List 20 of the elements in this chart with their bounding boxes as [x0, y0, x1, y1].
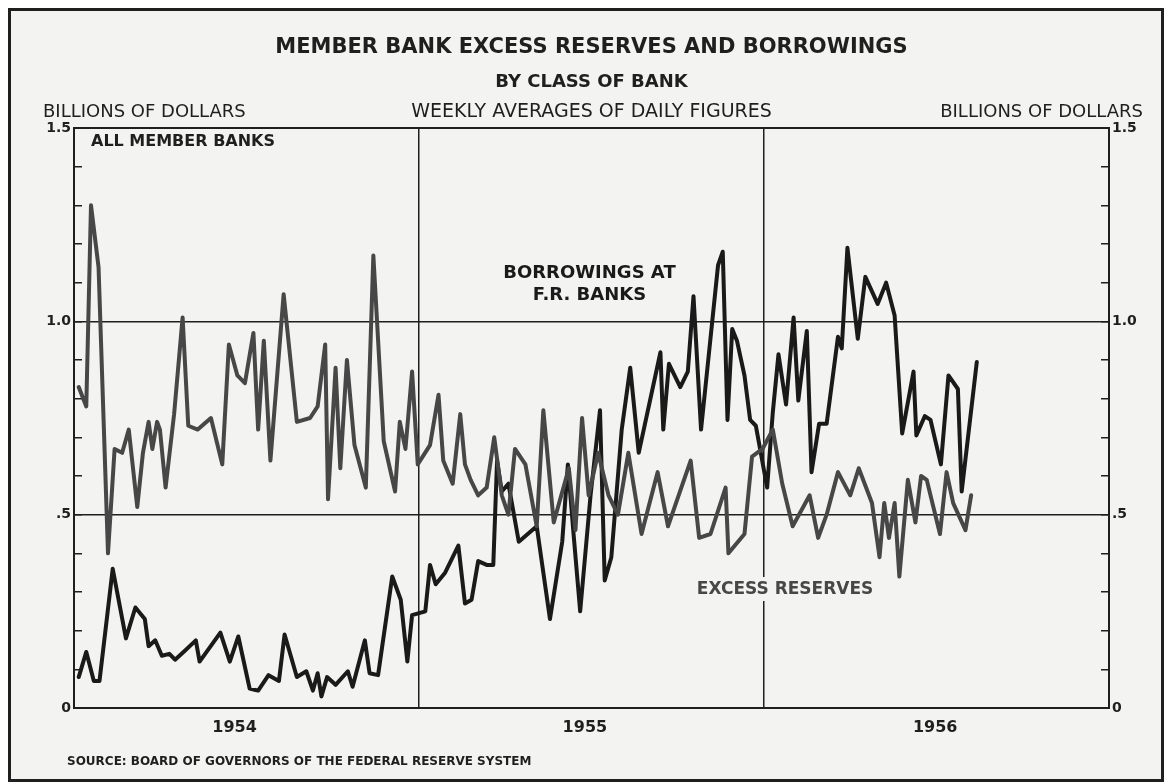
y-tick-label: 0 — [61, 698, 72, 715]
y2-tick-label: .5 — [1112, 505, 1128, 522]
y-tick-label: .5 — [55, 505, 71, 522]
text: WEEKLY AVERAGES OF DAILY FIGURES — [411, 98, 772, 121]
x-tick-label: 1955 — [562, 716, 608, 736]
series-label: EXCESS RESERVES — [696, 577, 874, 598]
y-tick-label: 1.0 — [46, 311, 72, 328]
y-axis-title: BILLIONS OF DOLLARS — [43, 99, 246, 121]
y2-axis-title: BILLIONS OF DOLLARS — [940, 99, 1143, 121]
y2-tick-label: 1.0 — [1112, 311, 1138, 328]
x-tick-label: 1954 — [212, 716, 257, 736]
annotation: ALL MEMBER BANKS — [91, 131, 276, 151]
y-tick-label: 1.5 — [46, 118, 71, 135]
chart-subtitle: BY CLASS OF BANK — [495, 69, 689, 91]
source-note: SOURCE: BOARD OF GOVERNORS OF THE FEDERAL RESERVE SYSTEM — [67, 754, 532, 769]
y2-tick-label: 0 — [1112, 698, 1122, 715]
x-tick-label: 1956 — [912, 716, 958, 736]
series-label: BORROWINGS AT F.R. BANKS — [503, 260, 677, 304]
y2-tick-label: 1.5 — [1112, 118, 1137, 135]
chart-title: MEMBER BANK EXCESS RESERVES AND BORROWINGS — [275, 34, 908, 59]
